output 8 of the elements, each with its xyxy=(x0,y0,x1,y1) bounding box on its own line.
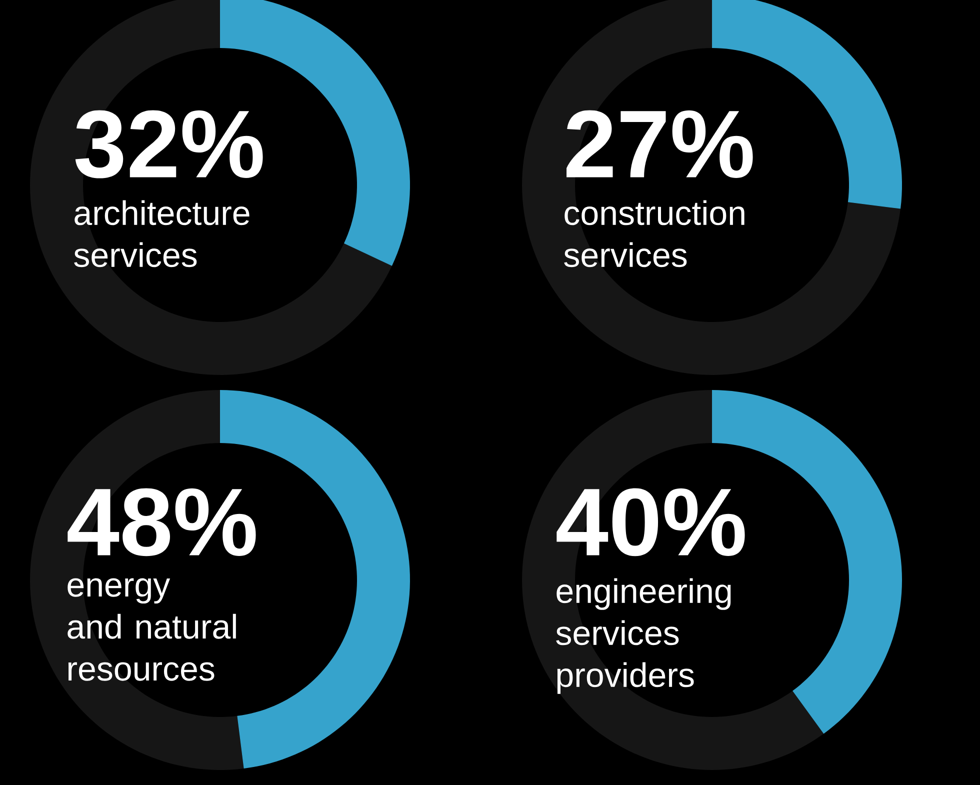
text: 27% xyxy=(566,110,753,178)
text: 32% xyxy=(75,110,263,178)
text: 40% xyxy=(556,488,745,556)
text: 48% xyxy=(68,488,256,556)
text: energy and natural resources xyxy=(68,578,236,681)
text: architecture services xyxy=(74,200,250,268)
text: construction services xyxy=(564,200,744,268)
text: engineering services providers xyxy=(556,578,731,694)
